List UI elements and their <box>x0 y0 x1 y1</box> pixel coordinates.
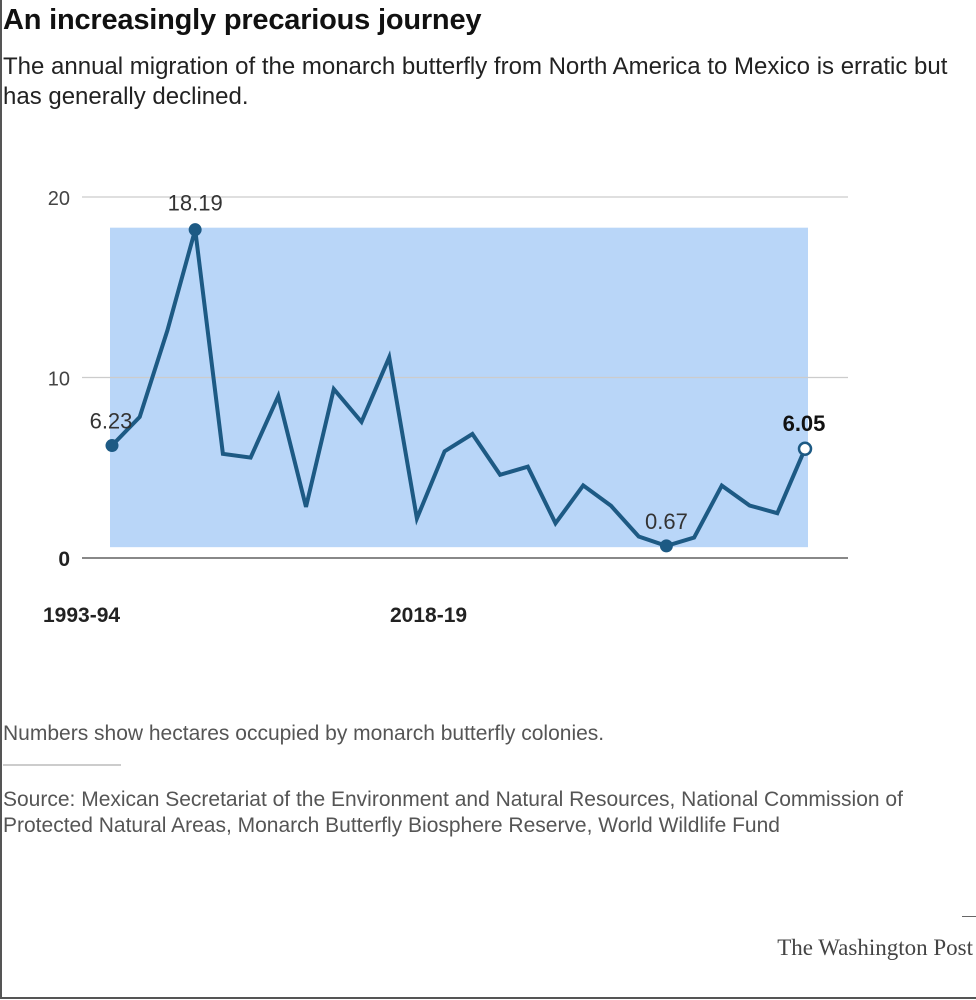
y-tick-label: 10 <box>48 369 70 391</box>
data-point-marker <box>797 441 813 457</box>
range-band <box>110 227 808 548</box>
y-tick-label: 20 <box>48 188 70 210</box>
data-point-marker <box>188 223 202 237</box>
series-line <box>110 229 807 548</box>
data-label: 18.19 <box>168 191 223 216</box>
data-point-marker <box>105 439 119 453</box>
data-label: 6.05 <box>783 411 826 436</box>
corner-mark <box>962 916 976 917</box>
chart-title: An increasingly precarious journey <box>3 4 482 36</box>
monarch-line-chart: 0 10 20 1993-94 2018-19 6.23 18.19 0.67 6.05 <box>43 188 848 627</box>
chart-note: Numbers show hectares occupied by monarc… <box>3 722 605 745</box>
chart-subtitle: The annual migration of the monarch butt… <box>3 53 948 110</box>
data-point-marker <box>659 539 673 553</box>
data-label: 0.67 <box>645 509 688 534</box>
x-tick-label: 2018-19 <box>390 604 467 627</box>
publisher-credit: The Washington Post <box>777 935 973 960</box>
chart-source: Source: Mexican Secretariat of the Envir… <box>3 788 903 837</box>
y-tick-label: 0 <box>58 548 70 571</box>
x-tick-label: 1993-94 <box>43 604 120 627</box>
data-label: 6.23 <box>90 409 133 434</box>
footer-divider <box>3 764 121 766</box>
